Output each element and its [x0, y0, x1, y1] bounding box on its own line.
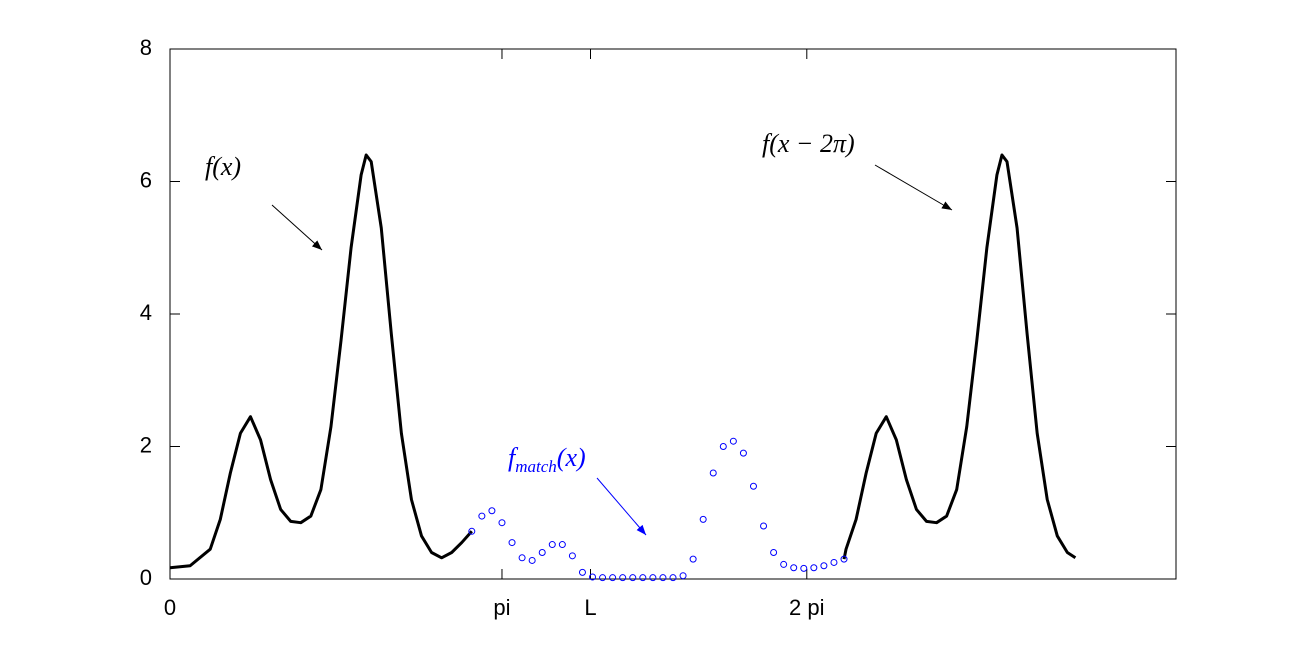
marker	[468, 527, 476, 535]
marker	[518, 554, 526, 562]
arrow	[596, 477, 647, 536]
marker	[538, 549, 546, 556]
marker	[568, 552, 576, 560]
y-tick-label: 2	[140, 432, 152, 457]
y-tick-label: 4	[140, 300, 152, 325]
x-tick-label: pi	[493, 595, 510, 620]
annotation-suffix: (x)	[557, 443, 586, 472]
marker	[639, 574, 647, 582]
marker	[689, 555, 697, 563]
marker	[669, 574, 677, 582]
marker	[679, 572, 687, 580]
marker	[599, 574, 607, 582]
plot-box	[169, 48, 1177, 580]
y-tick-label: 0	[140, 565, 152, 590]
marker	[528, 556, 536, 564]
marker	[780, 560, 788, 568]
marker	[760, 522, 768, 530]
x-tick-label: 0	[164, 595, 176, 620]
marker	[508, 539, 516, 547]
marker	[629, 574, 637, 582]
annotation: fmatch(x)	[508, 443, 586, 476]
marker	[578, 568, 586, 576]
marker	[719, 443, 727, 450]
marker	[840, 555, 848, 563]
marker	[709, 469, 717, 477]
annotation-text: f(x − 2π)	[762, 129, 855, 158]
arrow	[874, 164, 953, 211]
marker	[830, 558, 838, 566]
annotation-text: f(x)	[205, 152, 241, 181]
marker	[659, 574, 667, 582]
marker	[820, 562, 828, 570]
marker	[810, 564, 818, 572]
arrow	[271, 204, 323, 251]
marker	[739, 449, 747, 457]
marker	[488, 507, 496, 515]
marker	[649, 574, 657, 582]
marker	[589, 573, 597, 581]
marker	[770, 549, 778, 556]
annotation-subscript: match	[515, 457, 557, 476]
marker	[498, 519, 506, 527]
marker	[800, 564, 808, 572]
marker	[749, 482, 757, 490]
annotation: f(x)	[205, 152, 241, 181]
annotation-text: f	[508, 443, 519, 472]
marker	[478, 512, 486, 520]
marker	[609, 574, 617, 582]
y-tick-label: 8	[140, 35, 152, 60]
marker	[729, 437, 737, 445]
marker	[790, 564, 798, 572]
marker	[699, 515, 707, 523]
marker	[558, 541, 566, 549]
line	[169, 153, 1077, 570]
marker	[619, 574, 627, 582]
y-tick-label: 6	[140, 167, 152, 192]
marker	[548, 541, 556, 549]
annotation: f(x − 2π)	[762, 129, 855, 158]
x-tick-label: L	[584, 595, 596, 620]
x-tick-label: 2 pi	[789, 595, 824, 620]
